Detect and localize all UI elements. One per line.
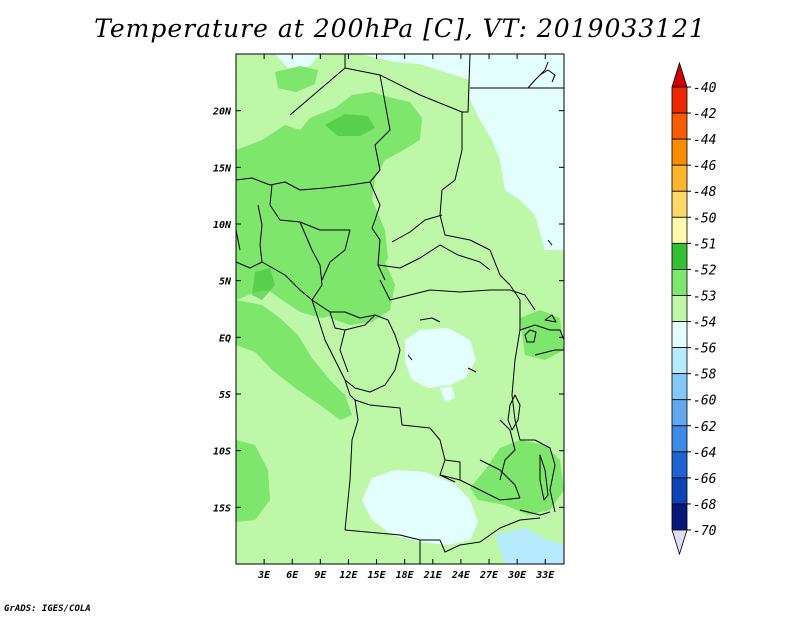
colorbar-cell (671, 138, 688, 166)
colorbar-label: -58 (693, 368, 717, 383)
lat-tick-label: 10S (213, 447, 231, 458)
field-band-53-southwest (236, 440, 270, 522)
field-band-52-sahel2 (252, 268, 275, 300)
lon-tick-label: 24E (451, 570, 471, 581)
colorbar-cell (671, 164, 688, 192)
colorbar-min-triangle (671, 529, 688, 556)
lat-tick-label: EQ (219, 333, 231, 344)
colorbar-label: -68 (693, 498, 717, 513)
colorbar-label: -60 (693, 394, 717, 409)
colorbar-cell (671, 242, 688, 270)
colorbar-cell (671, 321, 688, 348)
lon-tick-label: 27E (479, 570, 499, 581)
map-axes: 3E 6E 9E 12E 15E 18E 21E 24E 27E 30E 33E 20N 15N 10N 5… (212, 54, 564, 581)
field-band-53-coast (236, 300, 352, 420)
map-frame (235, 53, 565, 565)
colorbar-label: -70 (693, 524, 717, 539)
lon-tick-label: 12E (339, 570, 358, 581)
colorbar-label: -53 (693, 289, 716, 304)
lat-tick-label: 15S (213, 503, 231, 514)
colorbar-max-triangle (671, 61, 688, 88)
colorbar-cell (671, 347, 688, 375)
colorbar-label: -52 (693, 263, 717, 278)
colorbar-label: -62 (693, 420, 717, 435)
colorbar-cell (671, 425, 688, 453)
colorbar-cell (671, 451, 688, 479)
colorbar-label: -48 (693, 185, 717, 200)
lon-tick-label: 30E (507, 570, 527, 581)
lat-tick-label: 20N (212, 107, 232, 118)
colorbar-cell (671, 86, 688, 114)
temperature-field (236, 54, 564, 564)
country-borders (235, 53, 565, 564)
field-band-56-south (362, 470, 478, 545)
lon-tick-label: 21E (423, 570, 443, 581)
colorbar-label: -40 (693, 81, 717, 96)
field-band-53-north-blob (275, 66, 318, 92)
field-band-56-northeast (470, 54, 564, 250)
colorbar-cell (671, 269, 688, 296)
lon-tick-label: 18E (396, 570, 415, 581)
colorbar-cell (671, 112, 688, 140)
colorbar-cell (671, 477, 688, 505)
lat-tick-label: 5N (219, 277, 232, 288)
colorbar-label: -44 (693, 133, 716, 148)
lon-tick-label: 6E (286, 570, 299, 581)
field-band-56-congo2 (440, 386, 455, 402)
colorbar-cell (671, 399, 688, 427)
field-band-53-east (520, 310, 564, 360)
colorbar-label: -50 (693, 211, 717, 226)
colorbar-cell (671, 216, 688, 244)
lon-tick-label: 9E (314, 570, 327, 581)
colorbar-cell (671, 503, 688, 531)
field-band-58-southeast (495, 528, 564, 564)
colorbar-label: -56 (693, 342, 717, 357)
colorbar-label: -66 (693, 472, 717, 487)
colorbar-cell (671, 373, 688, 401)
lat-tick-label: 5S (219, 390, 231, 401)
field-band-56-congo (405, 328, 476, 388)
grads-credit: GrADS: IGES/COLA (4, 604, 91, 614)
field-band-53-central (318, 250, 395, 325)
lon-tick-label: 15E (368, 570, 387, 581)
lon-tick-label: 33E (535, 570, 555, 581)
colorbar-label: -51 (693, 237, 716, 252)
lat-tick-label: 10N (213, 220, 232, 231)
lon-tick-label: 3E (257, 570, 271, 581)
field-band-56-north (275, 54, 320, 70)
field-band-52-sahel (325, 114, 375, 136)
lat-tick-label: 15N (213, 163, 232, 174)
colorbar-label: -64 (693, 446, 716, 461)
colorbar-cell (671, 190, 688, 218)
colorbar-label: -46 (693, 159, 717, 174)
colorbar-label: -42 (693, 107, 717, 122)
color-bar: -40 -42 -44 -46 -48 -50 -51 -52 -53 -54 -56 -58 -60 -… (671, 61, 717, 556)
chart-title: Temperature at 200hPa [C], VT: 201903312… (94, 14, 706, 43)
field-band-56-north2 (360, 54, 470, 80)
colorbar-cell (671, 295, 688, 322)
colorbar-label: -54 (693, 316, 716, 331)
